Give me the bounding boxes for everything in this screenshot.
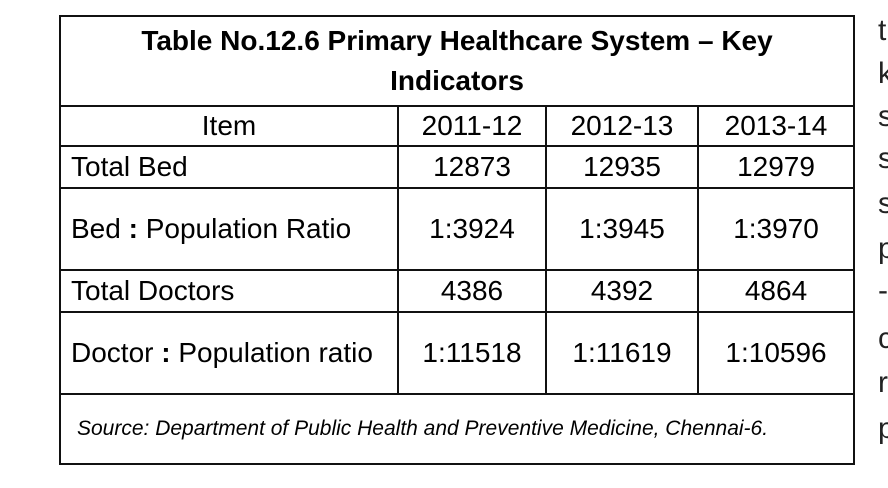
side-letter: k <box>878 57 888 90</box>
table-cell: 1:11518 <box>397 311 547 395</box>
table-header-row: Item 2011-12 2012-13 2013-14 <box>59 105 856 147</box>
column-header-year: 2011-12 <box>397 105 547 147</box>
side-letter: r <box>878 366 888 399</box>
table-row: Total Doctors 4386 4392 4864 <box>59 269 856 313</box>
row-label: Doctor : Population ratio <box>59 311 399 395</box>
row-label-part: Population Ratio <box>145 213 352 244</box>
side-letter: - <box>878 274 888 307</box>
row-label-part: Doctor <box>71 337 154 368</box>
table-cell: 1:3945 <box>545 187 699 271</box>
column-header-year: 2013-14 <box>696 105 856 147</box>
table-row: Bed : Population Ratio 1:3924 1:3945 1:3… <box>59 187 856 271</box>
cropped-side-text: t k s s s p - c r p <box>876 0 888 488</box>
table-cell: 12979 <box>696 145 856 189</box>
row-label-part: Population ratio <box>178 337 373 368</box>
table-cell: 4386 <box>397 269 547 313</box>
side-letter: s <box>878 142 888 175</box>
ratio-colon: : <box>128 213 138 244</box>
table-row: Doctor : Population ratio 1:11518 1:1161… <box>59 311 856 395</box>
table-cell: 12873 <box>397 145 547 189</box>
column-header-year: 2012-13 <box>545 105 699 147</box>
table-cell: 4392 <box>545 269 699 313</box>
row-label: Bed : Population Ratio <box>59 187 399 271</box>
table-cell: 4864 <box>696 269 856 313</box>
table-source-note: Source: Department of Public Health and … <box>58 393 856 465</box>
table-cell: 12935 <box>545 145 699 189</box>
table-row: Total Bed 12873 12935 12979 <box>59 145 856 189</box>
row-label: Total Doctors <box>59 269 399 313</box>
row-label: Total Bed <box>59 145 399 189</box>
side-letter: c <box>878 322 888 355</box>
side-letter: p <box>878 232 888 265</box>
side-letter: t <box>878 14 887 47</box>
side-letter: s <box>878 100 888 133</box>
ratio-colon: : <box>161 337 171 368</box>
table-title: Table No.12.6 Primary Healthcare System … <box>58 15 856 107</box>
table-cell: 1:3970 <box>696 187 856 271</box>
table-cell: 1:11619 <box>545 311 699 395</box>
side-letter: s <box>878 187 888 220</box>
column-header-item: Item <box>59 105 399 147</box>
row-label-part: Bed <box>71 213 121 244</box>
table-cell: 1:10596 <box>696 311 856 395</box>
table-cell: 1:3924 <box>397 187 547 271</box>
side-letter: p <box>878 412 888 445</box>
healthcare-indicators-table: Table No.12.6 Primary Healthcare System … <box>58 15 856 465</box>
